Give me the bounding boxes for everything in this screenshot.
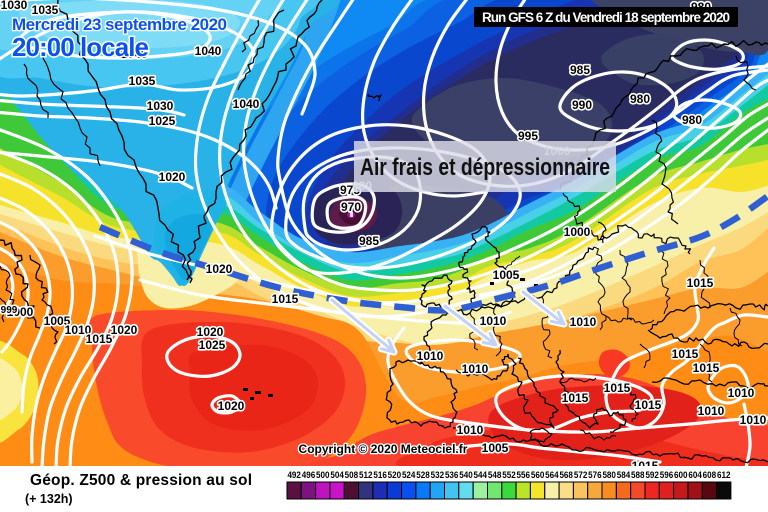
svg-text:516: 516 [373,470,387,481]
svg-text:508: 508 [345,470,359,481]
svg-text:1020: 1020 [159,170,186,184]
svg-text:1020: 1020 [197,325,224,339]
svg-text:564: 564 [545,470,559,481]
svg-text:995: 995 [518,129,538,143]
svg-text:1010: 1010 [570,315,597,329]
svg-text:580: 580 [602,470,616,481]
svg-text:556: 556 [517,470,531,481]
svg-text:1015: 1015 [687,276,714,290]
svg-text:1005: 1005 [493,268,520,282]
svg-text:1025: 1025 [149,114,176,128]
svg-text:600: 600 [674,470,688,481]
svg-text:1010: 1010 [462,362,489,376]
svg-text:500: 500 [316,470,330,481]
svg-text:552: 552 [502,470,516,481]
svg-text:1025: 1025 [199,338,226,352]
svg-text:1020: 1020 [218,399,245,413]
svg-text:1010: 1010 [417,349,444,363]
svg-text:1010: 1010 [698,404,725,418]
svg-text:592: 592 [645,470,659,481]
svg-text:1000: 1000 [7,305,34,319]
svg-text:588: 588 [631,470,645,481]
svg-text:540: 540 [459,470,473,481]
svg-text:970: 970 [341,200,361,214]
svg-text:520: 520 [388,470,402,481]
svg-text:985: 985 [359,234,379,248]
svg-text:560: 560 [531,470,545,481]
svg-text:1005: 1005 [44,314,71,328]
svg-text:Run GFS 6 Z du Vendredi 18 sep: Run GFS 6 Z du Vendredi 18 septembre 202… [482,10,730,25]
svg-text:1030: 1030 [147,99,174,113]
svg-text:1015: 1015 [672,347,699,361]
svg-text:1040: 1040 [233,97,260,111]
svg-text:1015: 1015 [635,398,662,412]
svg-text:1010: 1010 [728,386,755,400]
svg-text:568: 568 [559,470,573,481]
svg-text:Mercredi 23 septembre 2020: Mercredi 23 septembre 2020 [12,15,227,34]
svg-text:990: 990 [572,98,592,112]
svg-text:596: 596 [660,470,674,481]
svg-text:1010: 1010 [457,423,484,437]
svg-text:1005: 1005 [482,441,509,455]
svg-text:1015: 1015 [693,361,720,375]
svg-text:20:00 locale: 20:00 locale [12,32,149,62]
svg-text:1035: 1035 [32,3,59,17]
svg-text:604: 604 [688,470,702,481]
svg-text:504: 504 [330,470,344,481]
svg-text:1040: 1040 [121,47,148,61]
svg-text:Copyright © 2020 Meteociel.fr: Copyright © 2020 Meteociel.fr [299,442,468,456]
svg-text:612: 612 [717,470,731,481]
svg-text:1020: 1020 [111,323,138,337]
svg-text:584: 584 [617,470,631,481]
svg-text:492: 492 [287,470,301,481]
svg-text:980: 980 [682,113,702,127]
svg-text:524: 524 [402,470,416,481]
svg-text:1010: 1010 [740,413,767,427]
svg-text:985: 985 [570,63,590,77]
svg-text:1010: 1010 [480,314,507,328]
svg-text:1035: 1035 [129,74,156,88]
svg-text:608: 608 [703,470,717,481]
svg-text:1020: 1020 [206,262,233,276]
svg-text:544: 544 [474,470,488,481]
svg-text:980: 980 [630,92,650,106]
svg-text:496: 496 [302,470,316,481]
svg-text:1030: 1030 [1,0,28,12]
svg-text:1015: 1015 [86,332,113,346]
svg-text:1015: 1015 [562,391,589,405]
svg-text:536: 536 [445,470,459,481]
svg-text:528: 528 [416,470,430,481]
svg-text:Air frais et dépressionnaire: Air frais et dépressionnaire [360,154,610,181]
svg-text:576: 576 [588,470,602,481]
svg-text:1015: 1015 [604,381,631,395]
svg-text:(+ 132h): (+ 132h) [25,492,73,506]
svg-text:532: 532 [431,470,445,481]
svg-text:1015: 1015 [272,292,299,306]
svg-text:512: 512 [359,470,373,481]
svg-text:999: 999 [1,305,18,316]
svg-text:Géop. Z500 & pression au sol: Géop. Z500 & pression au sol [30,472,252,489]
svg-text:1010: 1010 [65,323,92,337]
svg-text:1040: 1040 [195,44,222,58]
svg-text:1000: 1000 [564,225,591,239]
svg-text:572: 572 [574,470,588,481]
svg-text:548: 548 [488,470,502,481]
